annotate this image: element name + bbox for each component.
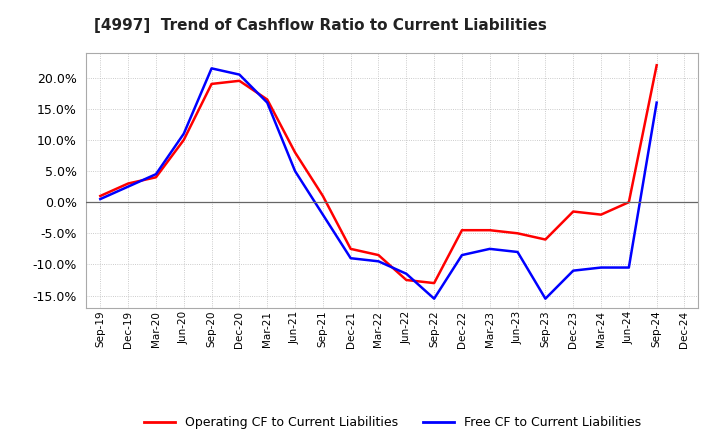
Legend: Operating CF to Current Liabilities, Free CF to Current Liabilities: Operating CF to Current Liabilities, Fre…: [138, 411, 647, 434]
Text: [4997]  Trend of Cashflow Ratio to Current Liabilities: [4997] Trend of Cashflow Ratio to Curren…: [94, 18, 546, 33]
